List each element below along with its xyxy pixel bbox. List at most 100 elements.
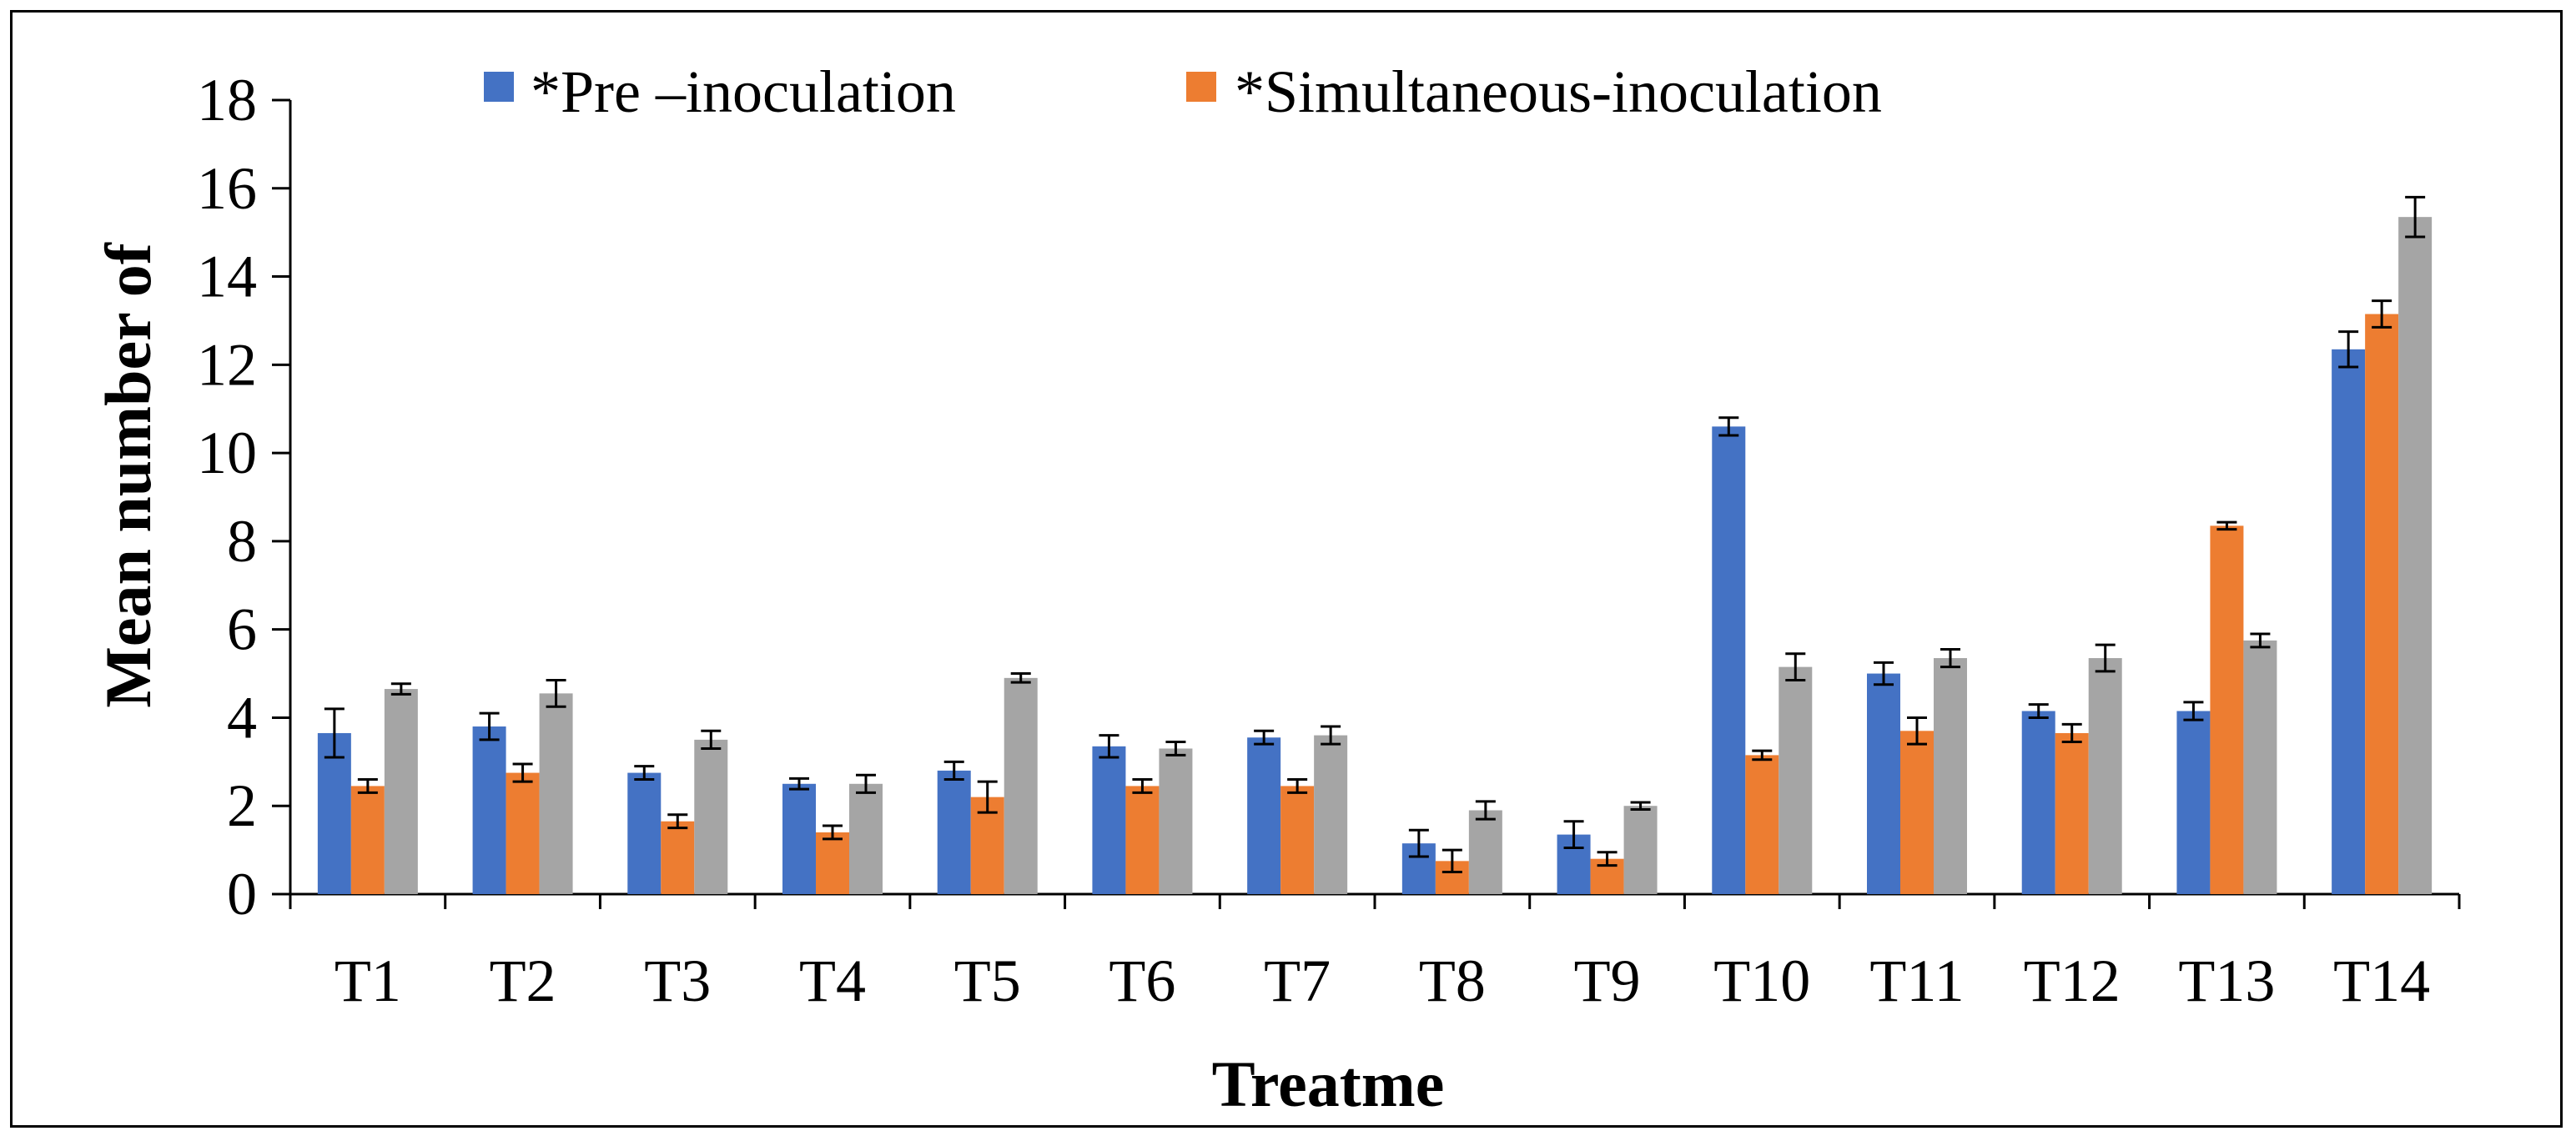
error-bar [1321, 725, 1341, 746]
y-tick-label: 6 [227, 596, 257, 663]
y-tick-label: 4 [227, 684, 257, 751]
error-bar [2250, 632, 2271, 649]
y-tick-label: 14 [197, 244, 257, 310]
bar-series-2 [350, 786, 385, 894]
error-bar [1563, 820, 1584, 849]
error-bar [1718, 416, 1739, 437]
error-bar [2183, 701, 2204, 721]
x-tick-label: T12 [2024, 947, 2121, 1014]
bar-series-3 [539, 693, 573, 894]
bar-series-3 [1779, 666, 1813, 894]
y-tick-label: 8 [227, 508, 257, 575]
x-tick-label: T6 [1109, 947, 1175, 1014]
bar-series-1 [937, 770, 971, 894]
bar-series-3 [1159, 748, 1193, 894]
x-tick-label: T14 [2333, 947, 2430, 1014]
y-axis: 0 2 4 6 8 10 12 14 16 18 [197, 67, 292, 927]
chart-frame [10, 10, 2563, 1128]
bar-series-2 [2055, 732, 2089, 894]
bar-series-1 [472, 726, 506, 894]
error-bar [1907, 716, 1927, 746]
bars [317, 195, 2433, 895]
bar-series-2 [2210, 525, 2244, 894]
legend-swatch-simultaneous-inoculation [1186, 72, 1216, 102]
y-tick-label: 18 [197, 67, 257, 133]
error-bar [357, 777, 378, 794]
y-tick-label: 2 [227, 772, 257, 839]
error-bar [1597, 851, 1618, 867]
x-tick-label: T5 [954, 947, 1021, 1014]
bar-series-1 [1867, 673, 1900, 894]
x-tick-label: T4 [799, 947, 866, 1014]
error-bar [390, 682, 411, 696]
error-bar [667, 813, 688, 830]
error-bar [479, 711, 500, 741]
x-tick-label: T2 [490, 947, 556, 1014]
bar-series-2 [1280, 786, 1315, 894]
error-bar [2338, 330, 2359, 369]
error-bar [634, 765, 655, 781]
y-tick-label: 16 [197, 155, 257, 222]
error-bar [1132, 777, 1153, 794]
error-bar [2028, 703, 2049, 719]
x-tick-label: T3 [644, 947, 711, 1014]
bar-series-3 [1934, 658, 1967, 894]
x-axis-title: Treatme [1212, 1048, 1445, 1120]
x-tick-label: T7 [1264, 947, 1331, 1014]
bar-series-2 [816, 832, 849, 894]
error-bar [2061, 722, 2082, 744]
bar-series-3 [849, 783, 883, 894]
y-axis-title: Mean number of [92, 242, 164, 708]
bar-series-3 [1314, 735, 1348, 894]
y-tick-label: 10 [197, 420, 257, 486]
bar-series-1 [1712, 426, 1746, 894]
error-bar [1099, 734, 1119, 759]
bar-series-3 [694, 739, 728, 894]
y-tick-label: 0 [227, 861, 257, 927]
error-bar [977, 780, 998, 814]
error-bar [2405, 195, 2426, 239]
error-bar [2372, 299, 2392, 329]
bar-series-3 [2088, 658, 2122, 894]
error-bar [512, 762, 533, 783]
bar-series-2 [1125, 786, 1160, 894]
error-bar [2095, 643, 2116, 673]
bar-series-1 [782, 783, 816, 894]
bar-series-3 [2243, 640, 2277, 894]
bar-series-2 [2365, 314, 2399, 894]
error-bar [789, 777, 809, 791]
y-tick-label: 12 [197, 331, 257, 398]
x-axis: T1 T2 T3 T4 T5 T6 T7 T8 T9 T10 T11 T12 T13 T14 [289, 892, 2461, 1014]
bar-series-2 [506, 772, 540, 894]
error-bar [324, 707, 345, 759]
legend-swatch-pre-inoculation [484, 72, 514, 102]
x-tick-label: T1 [335, 947, 401, 1014]
x-tick-label: T9 [1574, 947, 1641, 1014]
bar-series-1 [627, 772, 662, 894]
error-bar [1287, 777, 1308, 794]
error-bar [1408, 828, 1429, 858]
error-bar [1874, 661, 1894, 686]
error-bar [2216, 520, 2237, 531]
bar-series-1 [1092, 746, 1126, 894]
error-bar [1475, 800, 1496, 821]
bar-series-2 [1900, 731, 1934, 894]
error-bar [1254, 729, 1275, 746]
x-tick-label: T10 [1713, 947, 1810, 1014]
error-bar [1752, 749, 1773, 762]
error-bar [1630, 801, 1651, 811]
error-bar [1940, 647, 1960, 669]
bar-series-3 [1004, 677, 1038, 894]
error-bar [1441, 848, 1462, 874]
bar-series-1 [1247, 737, 1281, 894]
bar-series-1 [2021, 711, 2055, 894]
bar-series-1 [2176, 711, 2211, 894]
bar-series-3 [384, 689, 418, 894]
error-bar [1165, 741, 1186, 756]
legend-label-simultaneous-inoculation: *Simultaneous-inoculation [1235, 58, 1882, 125]
bar-series-1 [317, 732, 351, 894]
x-tick-label: T11 [1869, 947, 1964, 1014]
bar-series-3 [2398, 217, 2433, 895]
error-bar [1785, 652, 1806, 681]
